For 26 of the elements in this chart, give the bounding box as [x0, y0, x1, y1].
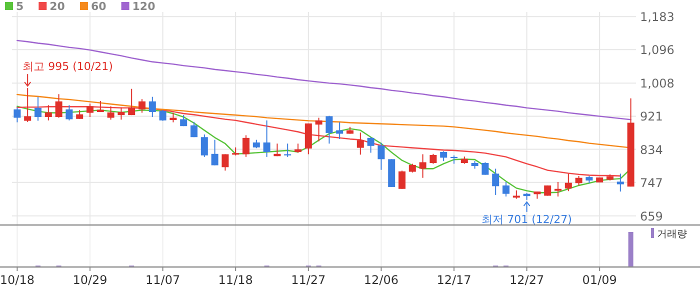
annotation: 최저 701 (12/27) [482, 212, 572, 226]
y-tick-label: 834 [640, 142, 663, 157]
x-tick-label: 12/17 [436, 273, 472, 287]
x-tick-label: 01/09 [582, 273, 617, 287]
annotation: 최고 995 (10/21) [22, 60, 113, 87]
y-tick-label: 1,096 [640, 43, 674, 58]
x-tick-label: 10/29 [72, 273, 108, 287]
x-tick-label: 12/06 [364, 273, 398, 287]
x-tick-label: 11/18 [218, 273, 253, 287]
annotation: 최저 701 (12/27) [482, 201, 572, 226]
legend-label: 60 [90, 0, 107, 13]
legend-label: 거래량 [657, 229, 687, 240]
y-tick-label: 921 [640, 110, 663, 124]
y-tick-label: 659 [640, 209, 663, 224]
legend-label: 5 [16, 0, 24, 13]
x-tick-label: 10/18 [0, 273, 34, 287]
legend: 거래량 [651, 228, 687, 240]
annotation: 최고 995 (10/21) [22, 60, 113, 74]
x-tick-label: 11/27 [291, 273, 326, 287]
x-tick-label: 11/07 [146, 273, 180, 287]
legend-label: 120 [132, 0, 156, 13]
x-tick-label: 12/27 [510, 273, 544, 287]
y-tick-label: 1,008 [640, 76, 674, 91]
y-tick-label: 1,183 [640, 10, 674, 24]
y-tick-label: 747 [640, 176, 663, 190]
legend-label: 20 [50, 0, 66, 13]
